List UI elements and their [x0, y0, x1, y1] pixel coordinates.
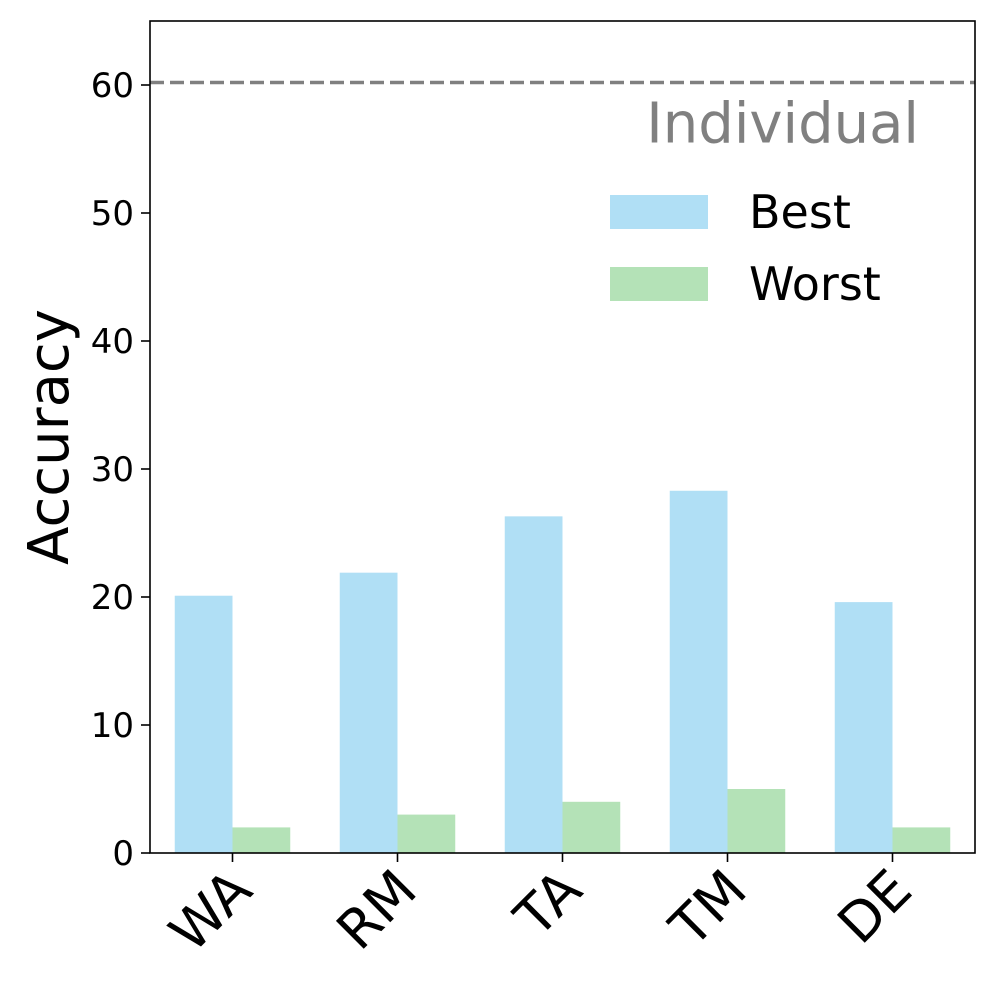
legend: Best Worst: [610, 185, 881, 311]
x-tick-label: RM: [325, 858, 429, 962]
bar-worst-de: [892, 827, 951, 853]
bar-best-rm: [339, 572, 398, 853]
bar-worst-tm: [727, 789, 786, 853]
bar-best-wa: [174, 595, 233, 853]
y-tick-label: 20: [91, 578, 134, 618]
y-tick-label: 40: [91, 322, 134, 362]
y-tick-label: 60: [91, 66, 134, 106]
bar-best-de: [834, 602, 893, 853]
x-axis: WA RM TA TM DE: [157, 853, 924, 964]
legend-label-worst: Worst: [749, 257, 881, 311]
y-tick-label: 0: [112, 834, 134, 874]
bar-worst-ta: [562, 801, 621, 853]
reference-line-label: Individual: [646, 91, 919, 156]
x-tick-label: DE: [826, 858, 924, 956]
y-tick-label: 10: [91, 706, 134, 746]
bar-worst-wa: [232, 827, 291, 853]
bar-best-ta: [504, 516, 563, 853]
x-tick-label: TA: [502, 858, 594, 950]
best-series-bars: [174, 490, 893, 853]
y-tick-label: 30: [91, 450, 134, 490]
y-tick-label: 50: [91, 194, 134, 234]
legend-label-best: Best: [749, 185, 851, 239]
legend-swatch-best: [610, 195, 708, 229]
x-tick-label: TM: [657, 858, 759, 960]
legend-swatch-worst: [610, 267, 708, 301]
x-tick-label: WA: [157, 858, 263, 964]
bar-best-tm: [669, 490, 728, 853]
y-axis-title: Accuracy: [17, 309, 82, 565]
bar-worst-rm: [397, 814, 456, 853]
worst-series-bars: [232, 789, 951, 853]
y-axis: 0 10 20 30 40 50 60: [91, 66, 150, 874]
